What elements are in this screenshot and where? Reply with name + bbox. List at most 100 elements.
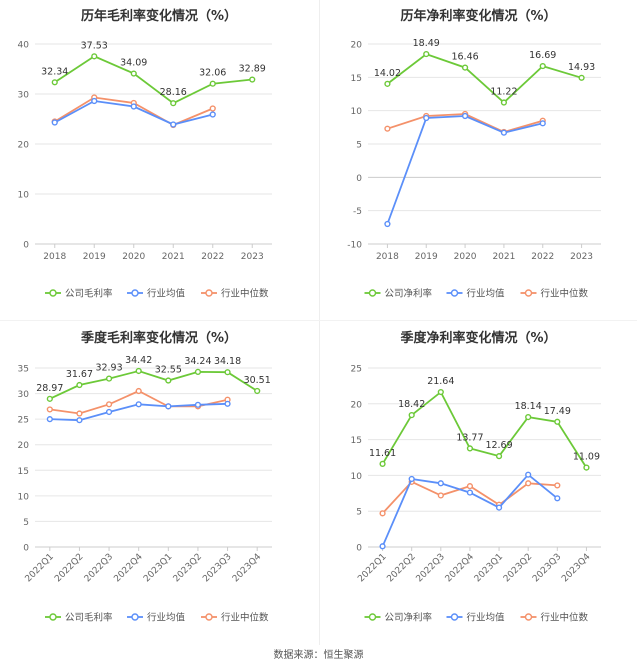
x-tick-label: 2023 <box>241 252 264 262</box>
data-label: 12.69 <box>485 440 512 451</box>
chart-title: 历年净利率变化情况（%） <box>400 9 557 24</box>
series-line-1 <box>386 115 544 225</box>
data-point <box>495 453 503 460</box>
chart-title: 季度净利率变化情况（%） <box>400 331 557 346</box>
legend-label: 行业中位数 <box>221 288 269 300</box>
x-tick-label: 2019 <box>83 252 106 262</box>
data-point <box>91 53 98 60</box>
data-point <box>525 414 532 421</box>
legend-label: 行业均值 <box>147 612 186 624</box>
data-point <box>384 220 391 228</box>
data-point <box>224 400 231 407</box>
data-point <box>554 495 561 502</box>
legend-item: 公司净利率 <box>364 288 433 300</box>
data-label: 34.09 <box>120 58 147 69</box>
data-label: 21.64 <box>427 376 454 387</box>
data-point <box>539 62 546 70</box>
chart-panel-quarterly-net: 季度净利率变化情况（%） 0 5 10 15 20 25 2022Q1 2022Q2 2022Q… <box>320 321 637 645</box>
data-point <box>379 510 386 517</box>
data-point <box>583 464 590 471</box>
data-label: 34.18 <box>214 356 241 367</box>
data-point <box>105 401 113 408</box>
y-tick-label: -10 <box>347 241 362 251</box>
legend-marker <box>450 613 459 621</box>
data-point <box>165 377 172 384</box>
legend-item: 行业中位数 <box>201 288 269 300</box>
y-tick-label: 20 <box>18 141 30 151</box>
y-tick-label: 5 <box>356 508 362 518</box>
data-point <box>51 79 58 86</box>
data-point <box>209 80 216 87</box>
y-tick-label: 10 <box>18 191 30 201</box>
data-point <box>76 417 83 424</box>
data-point <box>91 97 98 105</box>
chart-title: 历年毛利率变化情况（%） <box>80 9 238 24</box>
data-point <box>130 70 137 77</box>
x-tick-label: 2023Q3 <box>201 552 233 584</box>
chart-svg: -10 -5 0 5 10 15 20 2018 2019 2020 2021 2022 2023 14.… <box>347 38 601 300</box>
data-label: 32.34 <box>41 66 68 77</box>
data-point <box>170 121 177 128</box>
data-point <box>209 111 216 118</box>
data-source-note: 数据来源：恒生聚源 <box>273 650 364 661</box>
y-tick-label: 30 <box>18 91 30 101</box>
y-tick-label: 10 <box>18 492 30 502</box>
series-line-0 <box>386 53 582 104</box>
data-label: 34.42 <box>125 355 152 366</box>
legend-marker <box>205 613 213 621</box>
y-tick-label: 25 <box>351 365 362 375</box>
data-label: 16.46 <box>451 52 478 63</box>
data-point <box>466 489 474 496</box>
y-tick-label: 0 <box>356 174 362 184</box>
data-point <box>525 480 532 487</box>
data-label: 16.69 <box>529 50 556 61</box>
chart-title: 季度毛利率变化情况（%） <box>80 331 238 346</box>
data-point <box>461 64 469 71</box>
x-tick-label: 2023Q3 <box>531 552 563 584</box>
data-point <box>170 100 177 107</box>
data-point <box>105 375 113 382</box>
y-tick-label: -5 <box>353 207 362 217</box>
x-tick-label: 2023 <box>570 252 593 262</box>
data-point <box>51 119 58 126</box>
legend-marker <box>205 289 213 297</box>
legend-item: 行业中位数 <box>201 612 269 624</box>
data-point <box>224 369 231 376</box>
data-point <box>76 410 83 417</box>
legend-label: 行业均值 <box>467 288 506 300</box>
legend-label: 行业均值 <box>467 612 506 624</box>
x-tick-label: 2022Q3 <box>83 552 115 584</box>
legend-item: 行业均值 <box>446 612 506 624</box>
data-point <box>500 129 508 136</box>
y-tick-label: 20 <box>18 441 30 451</box>
data-label: 30.51 <box>244 375 271 386</box>
x-tick-label: 2022Q3 <box>415 552 447 584</box>
data-point <box>500 99 508 106</box>
data-point <box>135 367 142 375</box>
legend-label: 公司净利率 <box>385 612 433 624</box>
y-tick-label: 20 <box>351 41 363 51</box>
data-point <box>165 403 172 410</box>
data-point <box>466 483 474 490</box>
data-label: 11.22 <box>490 87 517 98</box>
data-point <box>466 445 474 452</box>
data-point <box>384 80 391 87</box>
data-point <box>384 125 391 132</box>
data-label: 34.24 <box>184 356 211 367</box>
x-tick-label: 2022Q2 <box>385 552 417 584</box>
data-label: 14.02 <box>374 68 401 79</box>
data-point <box>554 418 561 425</box>
legend-marker <box>524 613 533 621</box>
legend-label: 公司毛利率 <box>65 288 113 300</box>
horizontal-divider <box>0 320 637 321</box>
chart-svg: 0 10 20 30 40 2018 2019 2020 2021 2022 2023 32.34 37… <box>18 40 272 300</box>
data-point <box>423 50 430 58</box>
chart-svg: 051015202530352022Q12022Q22022Q32022Q420… <box>18 355 272 624</box>
data-label: 18.42 <box>398 399 425 410</box>
chart-svg: 0 5 10 15 20 25 2022Q12022Q22022Q32022Q42023Q1… <box>351 365 601 624</box>
data-point <box>135 387 142 395</box>
data-label: 31.67 <box>66 369 93 380</box>
data-point <box>437 480 444 487</box>
data-point <box>437 492 444 499</box>
legend-item: 行业均值 <box>127 612 186 624</box>
